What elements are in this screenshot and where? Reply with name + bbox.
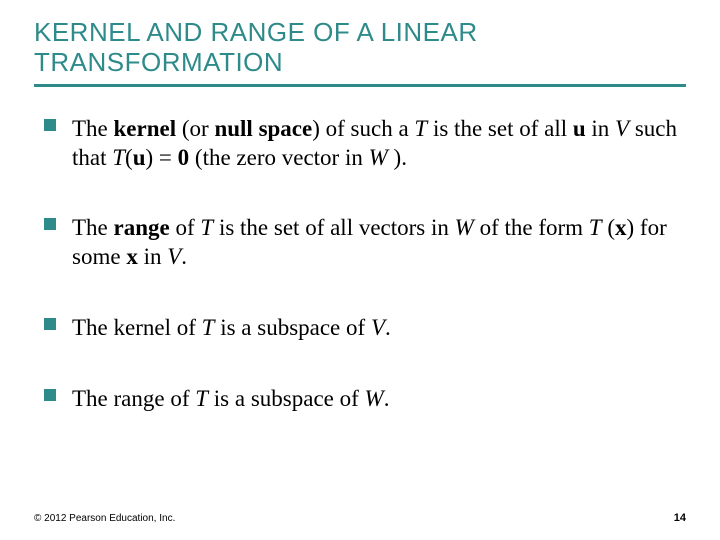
var-W: W	[365, 386, 384, 411]
bullet-item: The range of T is a subspace of W.	[44, 385, 686, 414]
bullet-icon	[44, 218, 56, 230]
term-range: range	[114, 215, 170, 240]
eq-open: (	[125, 145, 133, 170]
text: The	[72, 116, 114, 141]
text: ) of such a	[312, 116, 414, 141]
eq-T: T	[112, 145, 125, 170]
bullet-icon	[44, 389, 56, 401]
text: in	[586, 116, 615, 141]
text: is the set of all vectors in	[213, 215, 454, 240]
text: is a subspace of	[208, 386, 365, 411]
var-V: V	[167, 244, 181, 269]
bullet-list: The kernel (or null space) of such a T i…	[34, 115, 686, 414]
text: .	[385, 315, 391, 340]
page-number: 14	[674, 512, 686, 524]
var-T: T	[200, 215, 213, 240]
slide: KERNEL AND RANGE OF A LINEAR TRANSFORMAT…	[0, 0, 720, 540]
title-rule	[34, 84, 686, 87]
eq-zero: 0	[178, 145, 190, 170]
bullet-item: The kernel of T is a subspace of V.	[44, 314, 686, 343]
text: is a subspace of	[214, 315, 371, 340]
var-W: W	[369, 145, 388, 170]
copyright-footer: © 2012 Pearson Education, Inc.	[34, 513, 175, 524]
var-V: V	[371, 315, 385, 340]
var-W: W	[455, 215, 474, 240]
eq-mid: ) =	[146, 145, 178, 170]
bullet-item: The kernel (or null space) of such a T i…	[44, 115, 686, 173]
term-nullspace: null space	[214, 116, 312, 141]
slide-title: KERNEL AND RANGE OF A LINEAR TRANSFORMAT…	[34, 18, 686, 78]
text: (or	[176, 116, 214, 141]
vec-u: u	[573, 116, 586, 141]
text: in	[138, 244, 167, 269]
text: of	[170, 215, 201, 240]
eq-u: u	[133, 145, 146, 170]
var-T2: T	[589, 215, 602, 240]
text: The kernel of	[72, 315, 202, 340]
text: ).	[388, 145, 407, 170]
var-T: T	[414, 116, 427, 141]
term-kernel: kernel	[114, 116, 177, 141]
text: (	[602, 215, 615, 240]
var-T: T	[195, 386, 208, 411]
var-T: T	[202, 315, 215, 340]
bullet-icon	[44, 119, 56, 131]
text: .	[181, 244, 187, 269]
bullet-item: The range of T is the set of all vectors…	[44, 214, 686, 272]
text: The range of	[72, 386, 195, 411]
vec-x: x	[615, 215, 627, 240]
text: of the form	[474, 215, 589, 240]
text: (the zero vector in	[189, 145, 368, 170]
bullet-icon	[44, 318, 56, 330]
var-V: V	[615, 116, 629, 141]
text: The	[72, 215, 114, 240]
text: .	[384, 386, 390, 411]
text: is the set of all	[427, 116, 573, 141]
vec-x2: x	[126, 244, 138, 269]
